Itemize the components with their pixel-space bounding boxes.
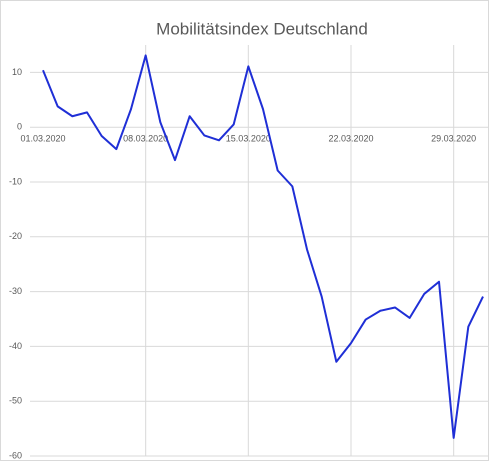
x-tick-label: 15.03.2020 bbox=[226, 134, 271, 144]
y-tick-label: -50 bbox=[9, 396, 22, 406]
y-tick-label: 0 bbox=[17, 122, 22, 132]
x-tick-label: 29.03.2020 bbox=[431, 134, 476, 144]
y-tick-label: -40 bbox=[9, 341, 22, 351]
x-tick-label: 22.03.2020 bbox=[328, 134, 373, 144]
y-tick-label: -30 bbox=[9, 286, 22, 296]
data-line bbox=[42, 54, 484, 439]
y-tick-label: -60 bbox=[9, 450, 22, 460]
y-tick-label: 10 bbox=[12, 67, 22, 77]
y-tick-label: -20 bbox=[9, 231, 22, 241]
y-tick-label: -10 bbox=[9, 176, 22, 186]
x-tick-label: 01.03.2020 bbox=[20, 134, 65, 144]
chart-title: Mobilitätsindex Deutschland bbox=[156, 19, 368, 38]
x-tick-label: 08.03.2020 bbox=[123, 134, 168, 144]
